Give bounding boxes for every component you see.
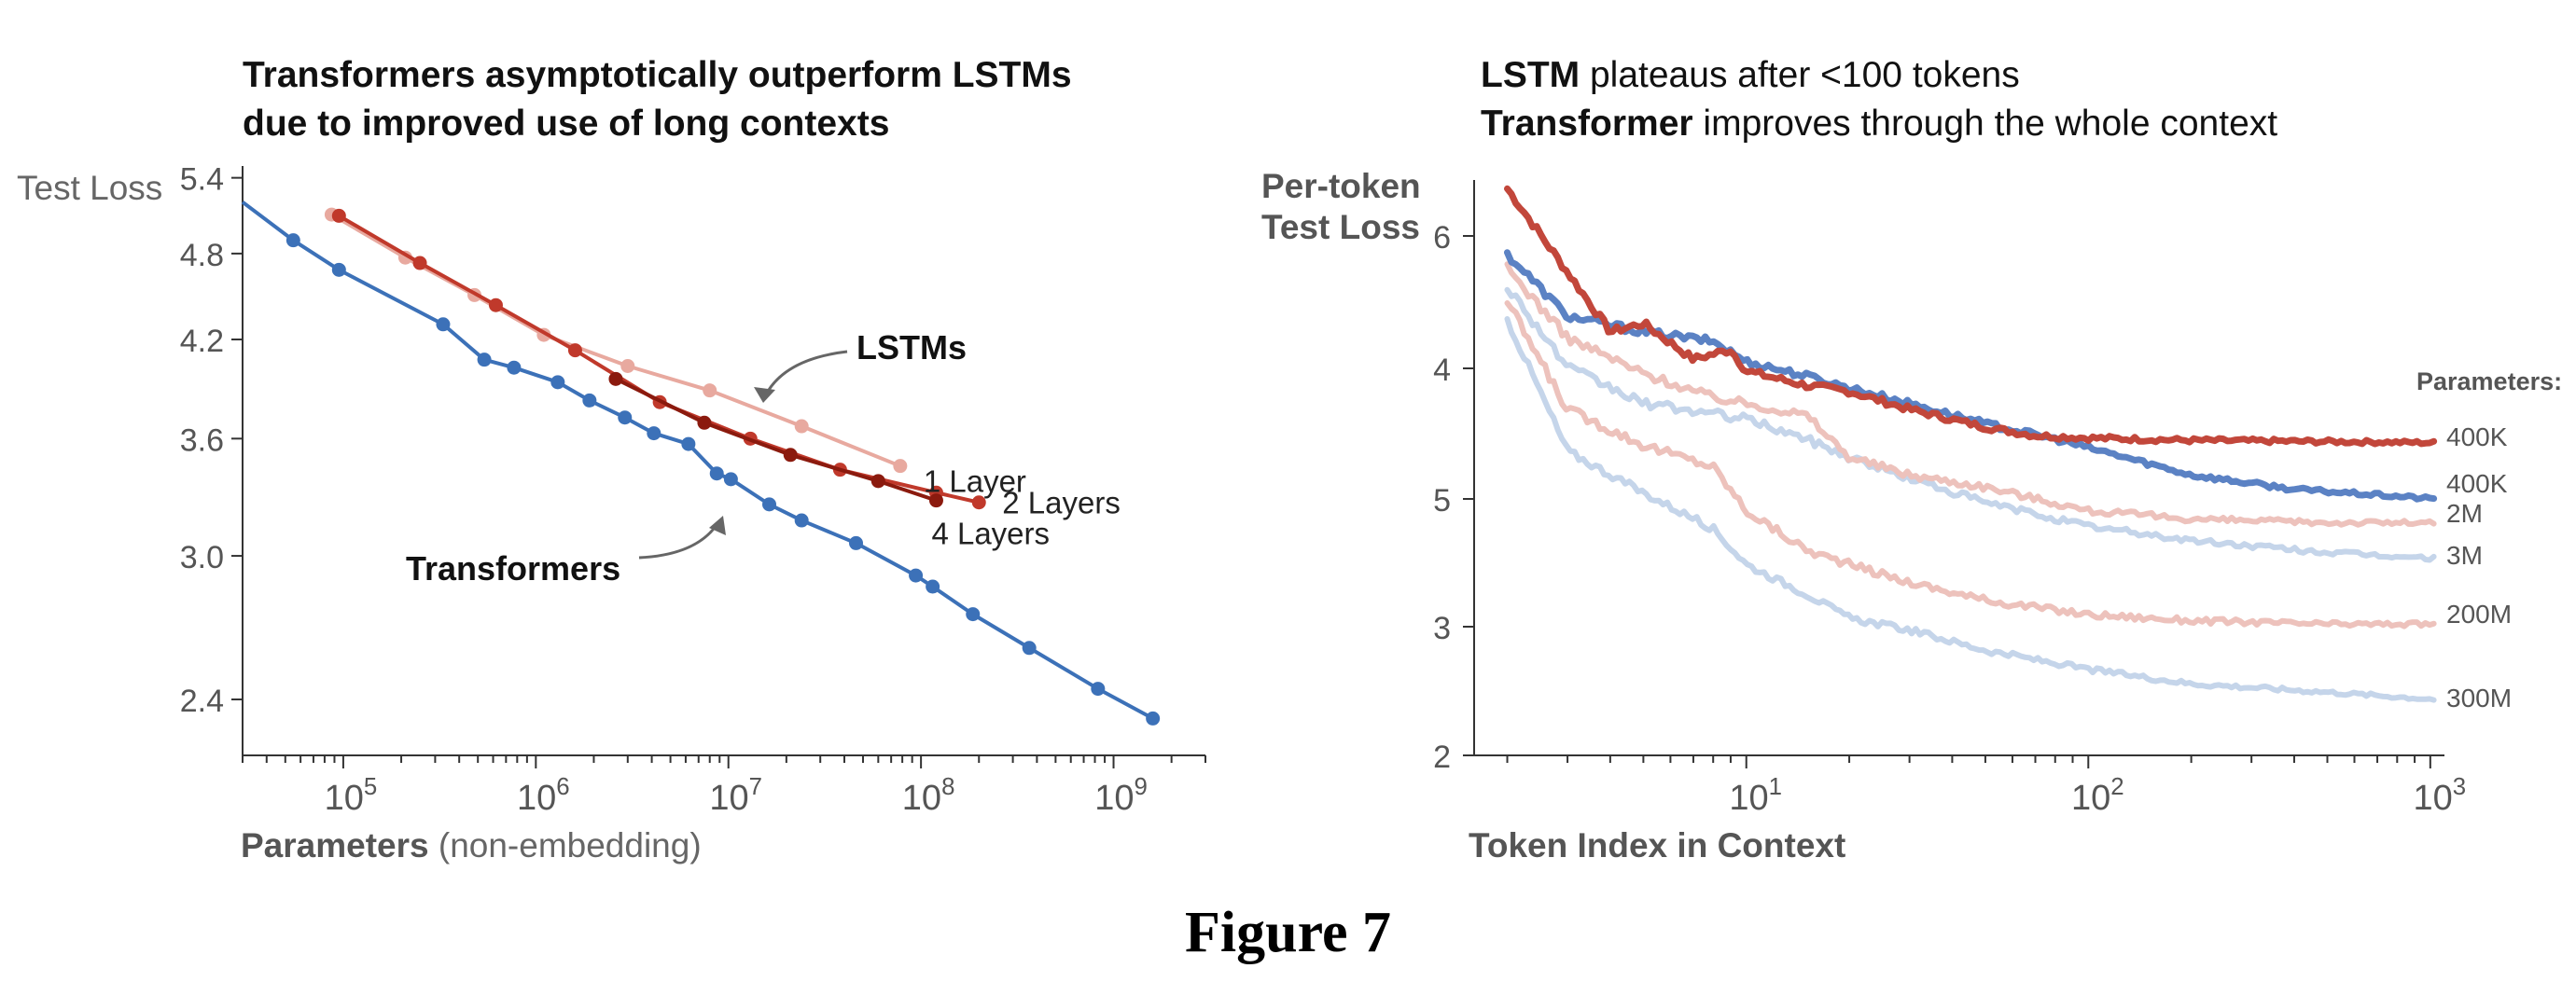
right-title-line1-bold: LSTM	[1481, 55, 1580, 95]
end-label-lstm-2m: 2M	[2446, 499, 2483, 528]
right-chart-title: LSTM plateaus after <100 tokens Transfor…	[1481, 51, 2277, 148]
series-line-lstm-2m	[1504, 261, 2437, 528]
right-x-tick-label: 103	[2413, 774, 2466, 818]
data-point-transformers	[1022, 641, 1037, 656]
right-y-tick-label: 5	[1433, 483, 1451, 519]
left-x-axis-label-rest: (non-embedding)	[428, 826, 702, 864]
left-y-tick-label: 4.8	[180, 238, 224, 273]
data-point-transformers	[1146, 711, 1161, 726]
series-line-transformers	[241, 201, 1154, 721]
right-y-axis-label: Per-token Test Loss	[1261, 166, 1421, 248]
data-point-transformers	[926, 579, 940, 594]
data-point-transformers	[618, 410, 633, 425]
right-title-line2-rest: improves through the whole context	[1692, 104, 2278, 144]
annotation-transformers: Transformers	[406, 549, 620, 588]
right-y-tick-label: 4	[1433, 353, 1451, 388]
end-label-lstm-400k: 400K	[2446, 422, 2508, 451]
series-label-4-layers: 4 Layers	[931, 517, 1050, 551]
data-point-transformers	[966, 607, 981, 622]
series-label-2-layers: 2 Layers	[1002, 486, 1121, 520]
data-point-4-layers	[870, 474, 885, 489]
data-point-transformers	[849, 535, 864, 550]
series-line-lstm-200m	[1504, 300, 2437, 629]
data-point-4-layers	[783, 448, 798, 463]
right-y-tick-label: 6	[1433, 220, 1451, 256]
right-x-tick-label: 102	[2071, 774, 2124, 818]
legend-title: Parameters:	[2416, 367, 2562, 395]
data-point-2-layers	[567, 343, 582, 358]
data-point-1-layer	[893, 459, 908, 474]
right-x-tick-label: 101	[1729, 774, 1782, 818]
annotation-lstms: LSTMs	[856, 328, 967, 367]
data-point-2-layers	[412, 256, 427, 270]
left-y-tick-label: 2.4	[180, 684, 224, 719]
left-x-axis-label: Parameters (non-embedding)	[241, 825, 702, 866]
figure-caption: Figure 7	[1185, 901, 1391, 964]
series-line-lstm-400k	[1504, 185, 2438, 448]
right-y-axis-label-line2: Test Loss	[1261, 208, 1420, 246]
left-y-axis-label: Test Loss	[17, 169, 163, 207]
left-y-tick-label: 4.2	[180, 324, 224, 359]
left-x-tick-label: 107	[709, 774, 762, 818]
data-point-transformers	[723, 472, 738, 487]
data-point-transformers	[436, 317, 451, 332]
annotation-arrowhead-transformers	[709, 516, 726, 535]
data-point-2-layers	[331, 208, 346, 223]
right-title-line1: LSTM plateaus after <100 tokens	[1481, 55, 2020, 95]
annotation-arrowhead-lstms	[754, 387, 775, 403]
left-title-line1: Transformers asymptotically outperform L…	[243, 55, 1072, 95]
right-x-axis-label-text: Token Index in Context	[1469, 826, 1846, 864]
end-label-lstm-200m: 200M	[2446, 600, 2512, 629]
right-y-tick-label: 3	[1433, 611, 1451, 646]
data-point-transformers	[709, 466, 724, 481]
left-y-tick-label: 3.6	[180, 422, 224, 458]
data-point-transformers	[647, 426, 661, 441]
annotation-arrow-lstms	[763, 350, 848, 397]
end-label-transformer-400k: 400K	[2446, 469, 2508, 498]
data-point-1-layer	[794, 419, 809, 434]
data-point-transformers	[681, 436, 696, 451]
left-chart-title: Transformers asymptotically outperform L…	[243, 51, 1072, 148]
right-x-axis-label: Token Index in Context	[1469, 825, 1845, 866]
series-line-transformer-3m	[1504, 286, 2437, 563]
data-point-transformers	[762, 497, 777, 512]
data-point-transformers	[331, 262, 346, 277]
right-y-axis-label-line1: Per-token	[1261, 167, 1421, 205]
end-label-transformer-3m: 3M	[2446, 541, 2483, 570]
data-point-2-layers	[488, 297, 503, 312]
data-point-transformers	[477, 353, 492, 367]
data-point-transformers	[909, 568, 924, 583]
left-y-tick-label: 3.0	[180, 540, 224, 575]
data-point-transformers	[582, 393, 597, 408]
data-point-transformers	[794, 513, 809, 528]
data-point-4-layers	[608, 371, 623, 386]
series-line-transformer-300m	[1504, 316, 2437, 703]
data-point-1-layer	[703, 383, 717, 398]
data-point-transformers	[1091, 682, 1106, 697]
left-x-tick-label: 108	[902, 774, 955, 818]
left-x-axis-label-bold: Parameters	[241, 826, 429, 864]
right-title-line1-rest: plateaus after <100 tokens	[1580, 55, 2020, 95]
series-label-1-layer: 1 Layer	[924, 464, 1026, 499]
left-title-line2: due to improved use of long contexts	[243, 104, 890, 144]
data-point-transformers	[285, 233, 300, 248]
right-title-line2-bold: Transformer	[1481, 104, 1693, 144]
data-point-4-layers	[928, 493, 943, 508]
data-point-transformers	[507, 360, 522, 375]
left-x-tick-label: 106	[517, 774, 570, 818]
right-title-line2: Transformer improves through the whole c…	[1481, 104, 2277, 144]
left-x-tick-label: 109	[1094, 774, 1148, 818]
end-label-transformer-300m: 300M	[2446, 684, 2512, 712]
data-point-4-layers	[697, 415, 712, 430]
left-y-tick-label: 5.4	[180, 162, 224, 198]
left-x-tick-label: 105	[325, 774, 378, 818]
data-point-transformers	[550, 375, 565, 390]
data-point-1-layer	[620, 358, 635, 373]
right-y-tick-label: 2	[1433, 740, 1451, 775]
data-point-2-layers	[971, 495, 986, 510]
